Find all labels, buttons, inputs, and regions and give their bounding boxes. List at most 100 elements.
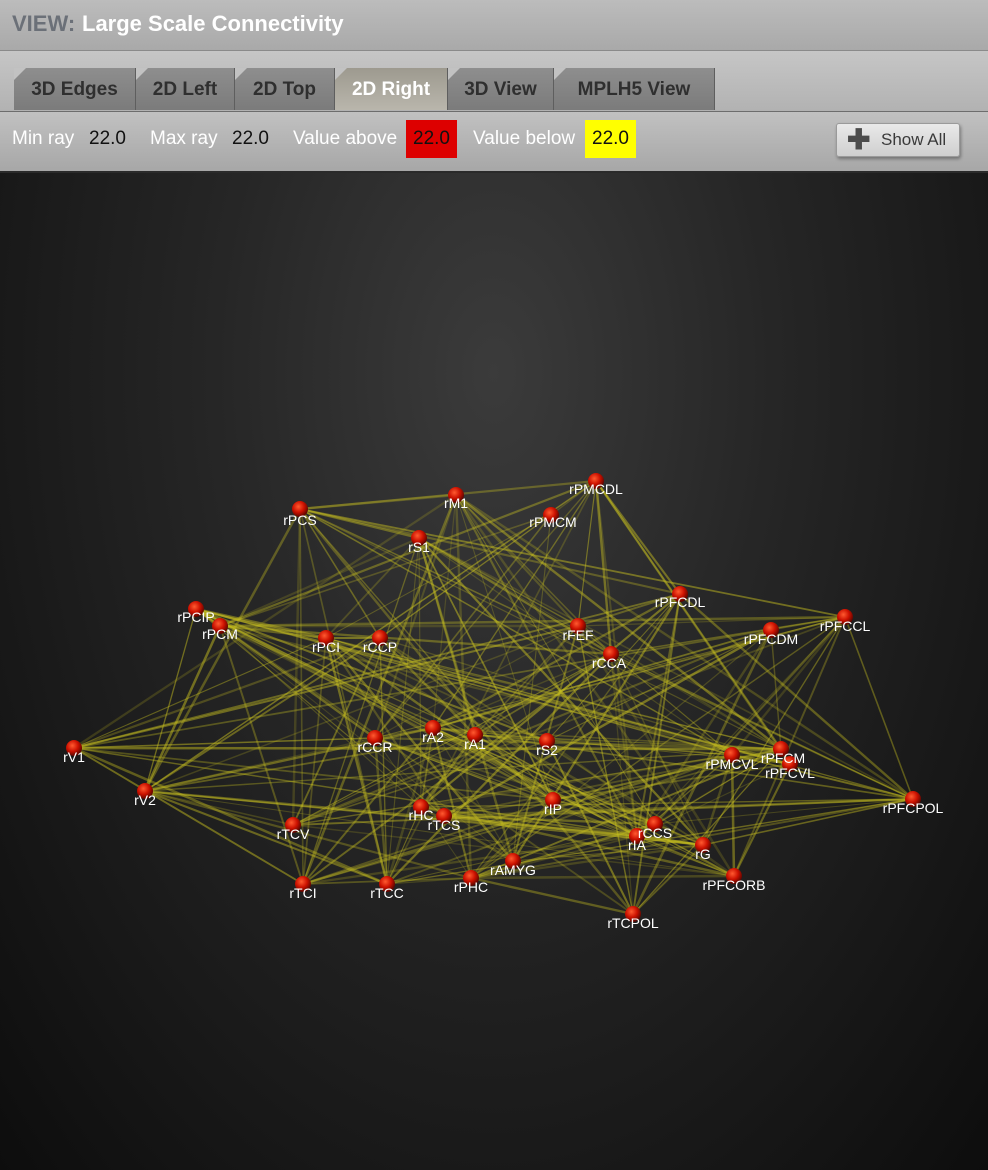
edge-rHC-rG — [420, 805, 704, 847]
edge-rA1-rHC — [420, 734, 476, 808]
node-label-rTCS: rTCS — [428, 817, 461, 833]
edge-rPCI-rTCS — [325, 637, 445, 817]
ray-toolbar: Min ray 22.0 Max ray 22.0 Value above 22… — [0, 112, 988, 173]
node-rPFCORB[interactable] — [726, 868, 742, 884]
node-rTCS[interactable] — [436, 808, 452, 824]
node-rPFCM[interactable] — [773, 741, 789, 757]
edge-rPCIP-rPFCVL — [195, 607, 791, 766]
show-all-button[interactable]: ✚ Show All — [836, 123, 960, 157]
value-above-swatch[interactable]: 22.0 — [406, 120, 457, 158]
edge-rCCP-rPFCVL — [379, 637, 791, 765]
edge-rFEF-rPMCVL — [577, 625, 733, 756]
node-rTCPOL[interactable] — [625, 906, 641, 922]
node-rS2[interactable] — [539, 733, 555, 749]
node-rCCP[interactable] — [372, 630, 388, 646]
node-rCCR[interactable] — [367, 730, 383, 746]
node-rFEF[interactable] — [570, 618, 586, 634]
node-rV2[interactable] — [137, 783, 153, 799]
edge-rA2-rPFCM — [432, 727, 782, 750]
node-rIP[interactable] — [545, 792, 561, 808]
node-rCCA[interactable] — [603, 646, 619, 662]
edge-rPCM-rAMYG — [219, 625, 514, 862]
node-rPFCCL[interactable] — [837, 609, 853, 625]
node-label-rPFCDM: rPFCDM — [744, 631, 798, 647]
edge-rPCS-rIP — [299, 508, 554, 801]
connectivity-canvas[interactable]: rPCS rM1 rPMCDL rS1 rPMCM rPCIP rPCM rPCI rCCP rF… — [0, 173, 988, 1170]
edge-rPFCCL-rPFCORB — [733, 616, 846, 877]
edge-rPFCDL-rTCPOL — [632, 593, 681, 915]
edge-rS1-rCCA — [418, 537, 612, 655]
node-rPFCVL[interactable] — [782, 756, 798, 772]
edge-rPMCVL-rHC — [420, 753, 733, 809]
edge-rM1-rPFCPOL — [455, 493, 914, 801]
node-rPCI[interactable] — [318, 630, 334, 646]
node-rPMCM[interactable] — [543, 507, 559, 523]
edge-rIP-rCCS — [552, 798, 656, 826]
edge-rPMCDL-rPFCM — [595, 480, 782, 750]
edge-rA2-rV2 — [144, 726, 434, 793]
node-rTCC[interactable] — [379, 876, 395, 892]
edge-rPFCCL-rTCV — [292, 616, 846, 826]
tab-mplh5-view[interactable]: MPLH5 View — [554, 68, 715, 110]
node-rHC[interactable] — [413, 799, 429, 815]
node-label-rA1: rA1 — [464, 736, 486, 752]
edge-rPMCM-rAMYG — [512, 514, 552, 862]
tab-3d-view[interactable]: 3D View — [448, 68, 554, 110]
edge-rS1-rG — [418, 537, 704, 846]
node-rAMYG[interactable] — [505, 853, 521, 869]
node-rPMCDL[interactable] — [588, 473, 604, 489]
max-ray-value[interactable]: 22.0 — [232, 128, 269, 149]
node-rPHC[interactable] — [463, 870, 479, 886]
value-below-swatch[interactable]: 22.0 — [585, 120, 636, 158]
edge-rM1-rIP — [455, 494, 554, 801]
edge-rPFCPOL-rPHC — [470, 798, 914, 879]
edge-rFEF-rTCPOL — [577, 625, 634, 915]
edge-rPCM-rV2 — [143, 625, 222, 792]
tab-2d-top[interactable]: 2D Top — [235, 68, 335, 110]
edge-rPCI-rTCI — [302, 637, 327, 885]
node-rA2[interactable] — [425, 720, 441, 736]
node-rPCIP[interactable] — [188, 601, 204, 617]
max-ray-label: Max ray — [150, 128, 218, 149]
edge-rCCP-rIA — [379, 637, 638, 837]
value-above-label: Value above — [293, 128, 398, 149]
edge-rS1-rPCM — [219, 536, 420, 628]
node-rPMCVL[interactable] — [724, 747, 740, 763]
min-ray-value[interactable]: 22.0 — [89, 128, 126, 149]
edge-rFEF-rHC — [420, 625, 579, 808]
node-rM1[interactable] — [448, 487, 464, 503]
node-rPCS[interactable] — [292, 501, 308, 517]
edge-rIA-rG — [636, 834, 704, 847]
edge-rHC-rTCC — [386, 806, 422, 885]
tab-2d-right[interactable]: 2D Right — [335, 68, 448, 110]
node-rIA[interactable] — [629, 828, 645, 844]
edge-rA1-rV2 — [144, 734, 476, 792]
edge-rPFCCL-rCCS — [654, 616, 846, 825]
node-rTCI[interactable] — [295, 876, 311, 892]
node-rPFCDL[interactable] — [672, 586, 688, 602]
node-rV1[interactable] — [66, 740, 82, 756]
node-rCCS[interactable] — [647, 816, 663, 832]
edge-rTCS-rG — [443, 814, 704, 847]
node-rG[interactable] — [695, 837, 711, 853]
edge-rPFCDM-rTCPOL — [631, 629, 773, 915]
node-rS1[interactable] — [411, 530, 427, 546]
edge-rHC-rIA — [420, 806, 638, 837]
edge-rPCS-rPFCCL — [299, 508, 846, 618]
edge-rS2-rPFCORB — [546, 740, 735, 877]
edge-rPMCDL-rTCC — [386, 480, 597, 885]
edge-rA2-rTCI — [302, 727, 434, 885]
node-rPFCPOL[interactable] — [905, 791, 921, 807]
node-rA1[interactable] — [467, 727, 483, 743]
node-label-rCCP: rCCP — [363, 639, 397, 655]
edge-rPFCDL-rHC — [420, 593, 681, 808]
node-label-rCCA: rCCA — [592, 655, 627, 671]
node-rPFCDM[interactable] — [763, 622, 779, 638]
tab-3d-edges[interactable]: 3D Edges — [14, 68, 136, 110]
node-rPCM[interactable] — [212, 618, 228, 634]
edge-rTCC-rPHC — [386, 877, 472, 885]
edge-rV1-rCCR — [73, 737, 376, 749]
node-label-rPFCORB: rPFCORB — [703, 877, 766, 893]
tab-2d-left[interactable]: 2D Left — [136, 68, 235, 110]
node-rTCV[interactable] — [285, 817, 301, 833]
